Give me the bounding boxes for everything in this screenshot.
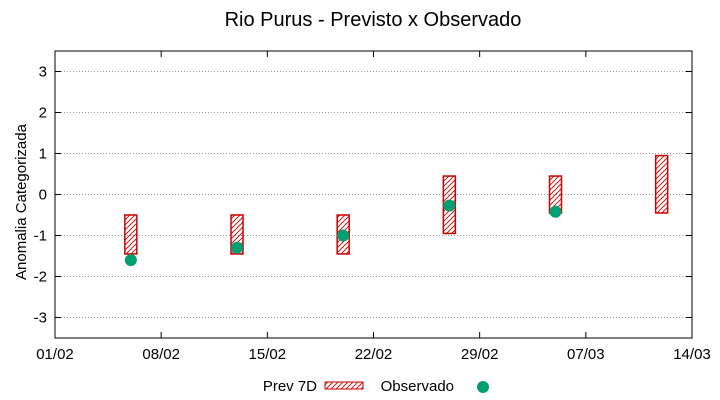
legend-label-observado: Observado	[381, 378, 454, 395]
y-tick-label: -1	[34, 228, 47, 245]
observed-point	[337, 229, 350, 242]
y-tick-label: -2	[34, 269, 47, 286]
x-tick-label: 08/02	[142, 346, 180, 363]
x-tick-label: 15/02	[249, 346, 287, 363]
chart-title: Rio Purus - Previsto x Observado	[225, 9, 522, 31]
x-tick-label: 22/02	[355, 346, 393, 363]
legend-marker-observado	[477, 381, 489, 393]
legend-swatch-prev-7d	[324, 381, 364, 390]
observed-point	[443, 199, 456, 212]
observed-point	[124, 254, 137, 267]
y-tick-label: 1	[39, 146, 47, 163]
observed-point	[549, 205, 562, 218]
y-axis-label: Anomalia Categorizada	[13, 123, 30, 280]
legend: Prev 7D Observado	[263, 378, 489, 395]
axis-ticks: -3 -2 -1 0 1 2 3 01/02 08/02 15/02 22/02 29/02 07/03…	[34, 51, 711, 363]
y-tick-label: -3	[34, 310, 47, 327]
forecast-bars	[124, 154, 669, 255]
y-tick-label: 3	[39, 64, 47, 81]
y-tick-label: 0	[39, 187, 47, 204]
observed-points	[124, 199, 562, 267]
x-tick-label: 07/03	[567, 346, 605, 363]
forecast-bar	[654, 154, 669, 214]
x-tick-label: 29/02	[461, 346, 499, 363]
x-tick-label: 01/02	[36, 346, 74, 363]
observed-point	[231, 241, 243, 254]
y-tick-label: 2	[39, 105, 47, 122]
x-tick-label: 14/03	[673, 346, 711, 363]
legend-label-prev-7d: Prev 7D	[263, 378, 317, 395]
gridlines	[55, 71, 692, 318]
forecast-bar	[124, 214, 138, 255]
